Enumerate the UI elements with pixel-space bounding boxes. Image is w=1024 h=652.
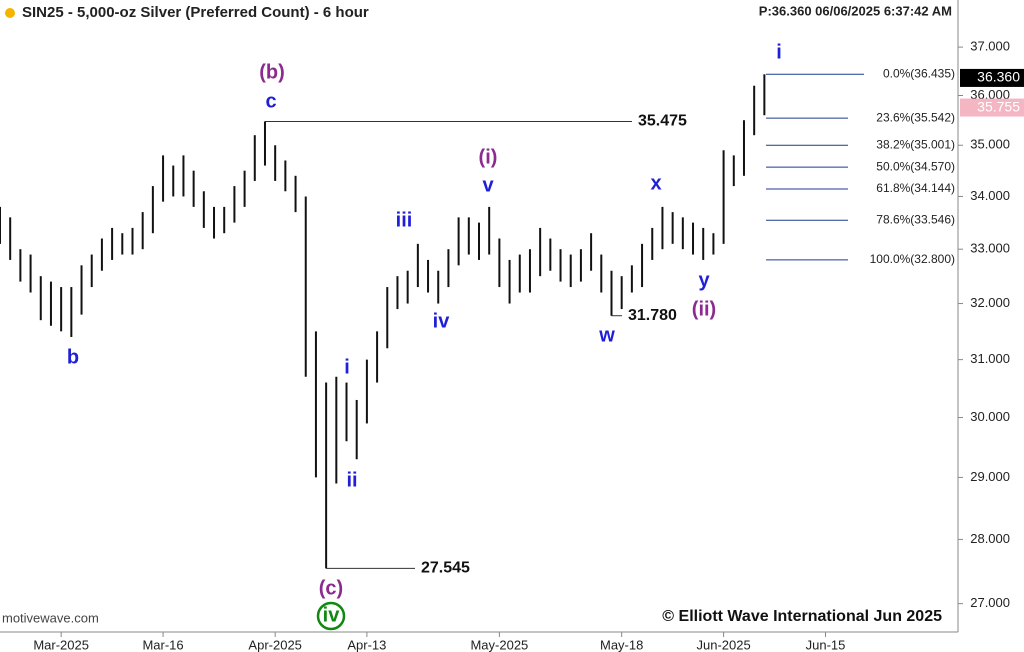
copyright: © Elliott Wave International Jun 2025: [662, 608, 942, 625]
wave-label: ii: [346, 469, 357, 491]
x-tick-label: Mar-2025: [33, 637, 89, 652]
header-info: P:36.360 06/06/2025 6:37:42 AM: [759, 3, 952, 18]
wave-label: iv: [323, 604, 341, 626]
wave-circle: [316, 601, 346, 631]
wave-label: iii: [396, 209, 413, 231]
y-tick-label: 27.000: [970, 595, 1010, 610]
fib-label: 23.6%(35.542): [876, 110, 955, 124]
wave-label: b: [67, 346, 79, 368]
y-tick-label: 34.000: [970, 188, 1010, 203]
status-dot: [5, 8, 15, 18]
x-tick-label: Mar-16: [142, 637, 183, 652]
chart-title: SIN25 - 5,000-oz Silver (Preferred Count…: [22, 4, 369, 21]
wave-label: (ii): [692, 298, 716, 320]
watermark: motivewave.com: [2, 610, 99, 625]
level-label: 31.780: [628, 307, 677, 324]
fib-label: 38.2%(35.001): [876, 137, 955, 151]
price-tag: [960, 98, 1024, 117]
x-tick-label: Apr-2025: [248, 637, 301, 652]
y-tick-label: 33.000: [970, 241, 1010, 256]
wave-label: x: [650, 172, 661, 194]
level-label: 35.475: [638, 113, 687, 130]
wave-label: i: [776, 41, 782, 63]
fib-label: 0.0%(36.435): [883, 66, 955, 80]
wave-label: (i): [479, 146, 498, 168]
wave-label: c: [265, 90, 276, 112]
wave-label: iv: [433, 310, 451, 332]
wave-label: (c): [319, 577, 343, 599]
y-tick-label: 32.000: [970, 295, 1010, 310]
price-tag-label: 35.755: [977, 98, 1020, 114]
y-tick-label: 30.000: [970, 409, 1010, 424]
fib-label: 100.0%(32.800): [870, 252, 955, 266]
x-tick-label: Jun-2025: [696, 637, 750, 652]
x-tick-label: May-18: [600, 637, 643, 652]
price-tag: [960, 68, 1024, 87]
y-tick-label: 36.000: [970, 87, 1010, 102]
wave-label: v: [482, 174, 494, 196]
x-tick-label: Jun-15: [806, 637, 846, 652]
y-tick-label: 29.000: [970, 469, 1010, 484]
x-tick-label: May-2025: [470, 637, 528, 652]
fib-label: 50.0%(34.570): [876, 159, 955, 173]
wave-label: y: [698, 269, 710, 291]
x-tick-label: Apr-13: [347, 637, 386, 652]
fib-label: 78.6%(33.546): [876, 212, 955, 226]
wave-label: i: [344, 356, 350, 378]
wave-label: (b): [259, 61, 285, 83]
wave-label: w: [598, 324, 615, 346]
price-tag-label: 36.360: [977, 69, 1020, 85]
level-label: 27.545: [421, 560, 470, 577]
fib-label: 61.8%(34.144): [876, 181, 955, 195]
y-tick-label: 31.000: [970, 351, 1010, 366]
y-tick-label: 28.000: [970, 531, 1010, 546]
y-tick-label: 35.000: [970, 137, 1010, 152]
y-tick-label: 37.000: [970, 39, 1010, 54]
